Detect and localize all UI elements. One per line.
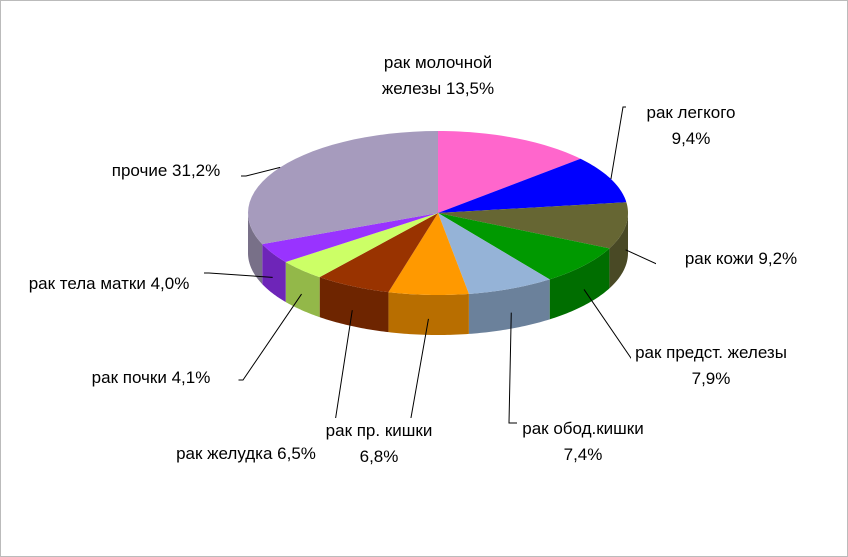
data-label: рак желудка 6,5% [176,441,316,467]
slice [285,213,438,278]
value-label: 13,5% [445,79,495,98]
slice-side [285,262,320,318]
leader-line [401,318,429,430]
slice [438,158,627,213]
data-label: рак почки 4,1% [63,365,239,391]
value-label: 7,4% [563,445,603,464]
slice-side [468,279,550,334]
data-label: рак предст. железы 7,9% [631,340,791,392]
leader-line [235,293,302,381]
slice-side [388,292,469,335]
data-label: рак кожи 9,2% [656,246,826,272]
category-name: рак тела матки [28,274,146,293]
category-name: прочие [111,161,168,180]
data-label: рак легкого 9,4% [626,100,756,152]
category-name: рак молочной железы [381,53,493,98]
value-label: 9,4% [671,129,711,148]
category-name: рак легкого [646,103,736,122]
data-label: рак тела матки 4,0% [14,271,204,297]
slice-side [549,248,610,320]
value-label: 6,5% [277,444,316,463]
value-label: 7,9% [691,369,731,388]
slice [248,131,438,245]
data-label: рак молочной железы 13,5% [353,50,523,102]
value-label: 4,0% [150,274,190,293]
data-label: рак пр. кишки 6,8% [304,418,454,470]
category-name: рак почки [91,368,167,387]
slice [438,213,610,280]
category-name: рак предст. железы [635,343,787,362]
category-name: рак обод.кишки [522,419,644,438]
slice [438,131,581,213]
slice-side [319,277,389,333]
data-label: рак обод.кишки 7,4% [518,416,648,468]
slice-side [248,213,263,285]
leader-line [508,312,517,424]
slice [319,213,438,293]
slice [262,213,438,263]
slice [438,213,550,294]
category-name: рак желудка [176,444,273,463]
slice-side [262,244,286,303]
value-label: 4,1% [171,368,211,387]
value-label: 6,8% [359,447,399,466]
category-name: рак кожи [684,249,754,268]
data-label: прочие 31,2% [91,158,241,184]
category-name: рак пр. кишки [325,421,433,440]
value-label: 9,2% [758,249,798,268]
slice [388,213,469,295]
slice [438,202,628,249]
value-label: 31,2% [172,161,221,180]
slice-side [609,213,628,289]
